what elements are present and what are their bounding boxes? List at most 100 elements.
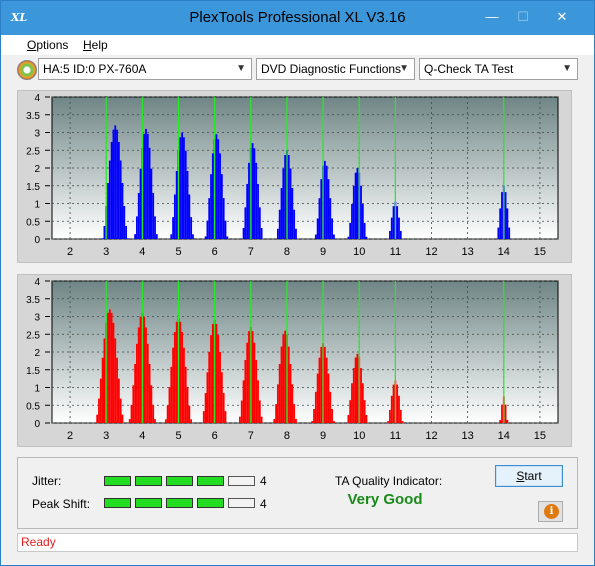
close-button[interactable]: ✕	[556, 9, 568, 24]
test-select[interactable]: Q-Check TA Test ▼	[419, 58, 578, 80]
y-tick-label: 1.5	[26, 366, 40, 377]
maximize-button[interactable]: ☐	[517, 9, 529, 24]
status-bar: Ready	[17, 533, 578, 552]
distribution-bar	[208, 351, 211, 423]
distribution-bar	[179, 321, 182, 423]
x-tick-label: 11	[390, 246, 401, 258]
distribution-bar	[506, 419, 509, 423]
jitter-value: 4	[260, 474, 267, 488]
distribution-bar	[295, 418, 297, 423]
peak-shift-segment	[197, 498, 224, 508]
distribution-bar	[215, 134, 218, 239]
distribution-bar	[349, 400, 352, 423]
drive-select[interactable]: HA:5 ID:0 PX-760A ▼	[38, 58, 252, 80]
distribution-bar	[154, 419, 156, 423]
distribution-bar	[325, 357, 328, 423]
distribution-bar	[164, 419, 167, 423]
distribution-bar	[282, 334, 285, 423]
distribution-bar	[255, 359, 258, 423]
info-icon: i	[544, 504, 559, 519]
x-tick-label: 11	[390, 430, 401, 442]
distribution-bar	[278, 364, 281, 423]
distribution-bar	[314, 234, 317, 239]
distribution-bar	[398, 217, 400, 239]
y-tick-label: 3.5	[26, 111, 40, 122]
peak-shift-label: Peak Shift:	[32, 497, 91, 511]
disc-drive-icon[interactable]	[17, 60, 37, 80]
distribution-bar	[284, 155, 287, 239]
distribution-bar	[295, 228, 297, 239]
function-select[interactable]: DVD Diagnostic Functions ▼	[256, 58, 415, 80]
peak-shift-segment	[166, 498, 193, 508]
distribution-bar	[202, 411, 205, 423]
distribution-bar	[211, 323, 214, 423]
distribution-bar	[224, 411, 227, 423]
distribution-bar	[172, 217, 174, 239]
distribution-bar	[173, 194, 176, 239]
y-tick-label: 3	[34, 313, 40, 324]
menu-help[interactable]: Help	[83, 38, 108, 52]
distribution-bar	[121, 414, 124, 423]
x-tick-label: 3	[103, 430, 109, 442]
distribution-bar	[392, 206, 395, 239]
distribution-bar	[98, 398, 100, 423]
drive-select-value: HA:5 ID:0 PX-760A	[43, 62, 147, 76]
x-tick-label: 14	[498, 246, 510, 258]
distribution-bar	[316, 373, 319, 423]
distribution-bar	[219, 153, 221, 239]
distribution-bar	[351, 383, 353, 423]
distribution-bar	[152, 404, 155, 423]
distribution-bar	[114, 125, 117, 239]
distribution-bar	[390, 395, 393, 423]
start-button[interactable]: Start	[495, 465, 563, 487]
distribution-bar	[276, 228, 279, 239]
distribution-bar	[134, 364, 137, 423]
distribution-bar	[114, 338, 117, 423]
distribution-bar	[103, 225, 106, 239]
distribution-bar	[155, 234, 158, 239]
distribution-bar	[389, 230, 391, 239]
status-text: Ready	[21, 535, 56, 549]
jitter-meter	[104, 476, 255, 486]
distribution-bar	[347, 236, 350, 239]
distribution-bar	[146, 133, 149, 239]
distribution-bar	[356, 353, 359, 423]
distribution-bar	[360, 185, 362, 239]
distribution-bar	[186, 170, 189, 239]
info-button[interactable]: i	[538, 501, 563, 522]
x-tick-label: 6	[212, 246, 218, 258]
distribution-bar	[389, 409, 391, 423]
distribution-bar	[361, 203, 364, 239]
quality-indicator: Very Good	[347, 491, 423, 508]
distribution-bar	[258, 400, 261, 423]
minimize-button[interactable]: —	[485, 9, 499, 24]
distribution-bar	[311, 421, 314, 423]
distribution-bar	[150, 168, 153, 239]
distribution-bar	[399, 230, 402, 239]
distribution-bar	[220, 372, 223, 423]
distribution-bar	[258, 207, 261, 239]
y-tick-label: 2.5	[26, 146, 40, 157]
title-bar[interactable]: XL PlexTools Professional XL V3.16 — ☐ ✕	[1, 1, 594, 35]
jitter-segment	[197, 476, 224, 486]
y-tick-label: 3	[34, 129, 40, 140]
distribution-bar	[240, 400, 243, 423]
y-tick-label: 2	[34, 164, 40, 175]
distribution-bar	[251, 143, 254, 239]
distribution-bar	[257, 183, 259, 239]
app-logo-icon: XL	[11, 11, 28, 24]
distribution-bar	[204, 393, 207, 423]
x-tick-label: 5	[175, 430, 181, 442]
distribution-bar	[251, 331, 254, 423]
distribution-bar	[226, 236, 229, 239]
x-tick-label: 4	[139, 246, 145, 258]
distribution-bar	[347, 415, 350, 423]
distribution-bar	[293, 209, 296, 239]
distribution-bar	[175, 170, 178, 239]
menu-options[interactable]: Options	[27, 38, 68, 52]
distribution-bar	[137, 192, 140, 239]
y-tick-label: 0.5	[26, 401, 40, 412]
distribution-bar	[119, 398, 122, 423]
distribution-bar	[253, 148, 256, 239]
distribution-bar	[356, 168, 359, 239]
